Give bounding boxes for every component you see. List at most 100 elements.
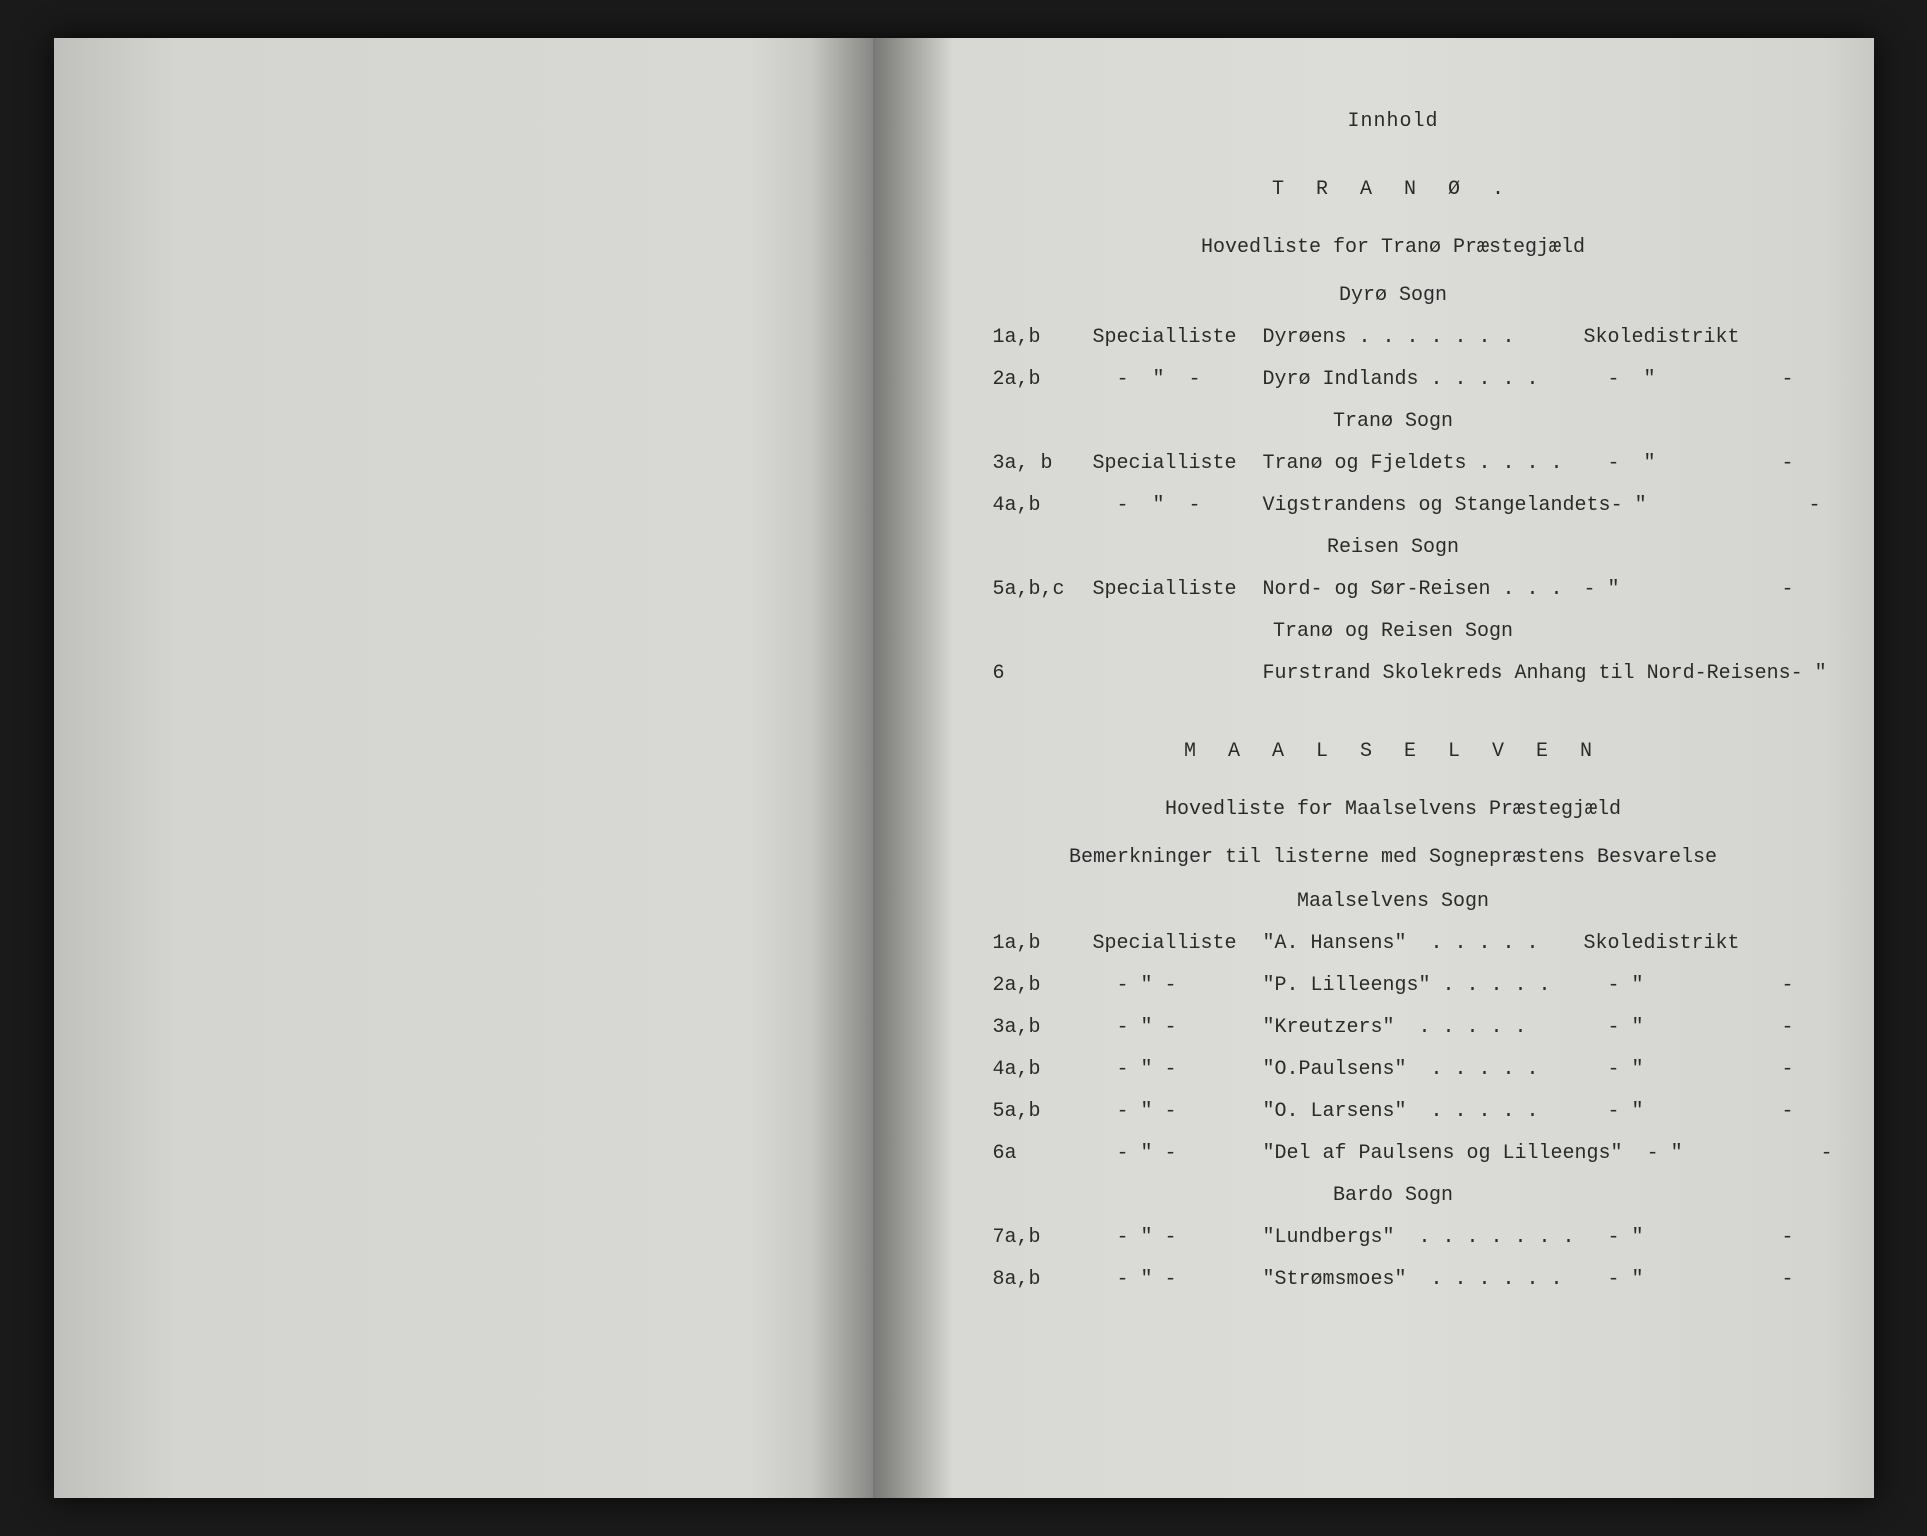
section-title: T R A N Ø . bbox=[993, 176, 1794, 204]
col-id: 7a,b bbox=[993, 1224, 1093, 1252]
left-page bbox=[54, 38, 873, 1498]
col-district: - " bbox=[1623, 1140, 1803, 1168]
col-desc: Dyrø Indlands . . . . . bbox=[1263, 366, 1584, 394]
col-type: - " - bbox=[1093, 1056, 1263, 1084]
col-id: 2a,b bbox=[993, 972, 1093, 1000]
page-content: Innhold T R A N Ø . Hovedliste for Tranø… bbox=[993, 108, 1794, 1308]
col-district: Skoledistrikt bbox=[1584, 930, 1764, 958]
group-heading: Bardo Sogn bbox=[993, 1182, 1794, 1210]
section2: M A A L S E L V E N Hovedliste for Maals… bbox=[993, 738, 1794, 1294]
col-type: - " - bbox=[1093, 972, 1263, 1000]
col-desc: "Kreutzers" . . . . . bbox=[1263, 1014, 1584, 1042]
col-desc: Dyrøens . . . . . . . bbox=[1263, 324, 1584, 352]
book-spread: Innhold T R A N Ø . Hovedliste for Tranø… bbox=[54, 38, 1874, 1498]
spine-shadow bbox=[873, 38, 953, 1498]
col-ditto: - bbox=[1764, 576, 1794, 604]
col-ditto: - bbox=[1803, 1140, 1833, 1168]
group-heading: Tranø og Reisen Sogn bbox=[993, 618, 1794, 646]
col-ditto: - bbox=[1791, 492, 1821, 520]
col-ditto: - bbox=[1764, 972, 1794, 1000]
col-type: - " - bbox=[1093, 1140, 1263, 1168]
col-desc: Tranø og Fjeldets . . . . bbox=[1263, 450, 1584, 478]
col-type: Specialliste bbox=[1093, 930, 1263, 958]
page-title: Innhold bbox=[993, 108, 1794, 136]
section-subtitle: Hovedliste for Maalselvens Præstegjæld bbox=[993, 796, 1794, 824]
col-district: - " bbox=[1584, 1098, 1764, 1126]
col-id: 4a,b bbox=[993, 1056, 1093, 1084]
col-district: Skoledistrikt bbox=[1584, 324, 1764, 352]
col-id: 6 bbox=[993, 660, 1093, 688]
col-desc: "Del af Paulsens og Lilleengs" bbox=[1263, 1140, 1623, 1168]
col-district: - " bbox=[1584, 366, 1764, 394]
col-desc: "P. Lilleengs" . . . . . bbox=[1263, 972, 1584, 1000]
list-item: 8a,b - " -"Strømsmoes" . . . . . . - "- bbox=[993, 1266, 1794, 1294]
col-desc: "A. Hansens" . . . . . bbox=[1263, 930, 1584, 958]
col-desc: "Lundbergs" . . . . . . . bbox=[1263, 1224, 1584, 1252]
col-district: - " bbox=[1791, 660, 1927, 688]
col-desc: "O. Larsens" . . . . . bbox=[1263, 1098, 1584, 1126]
col-type: Specialliste bbox=[1093, 450, 1263, 478]
list-item: 7a,b - " -"Lundbergs" . . . . . . . - "- bbox=[993, 1224, 1794, 1252]
col-type: - " - bbox=[1093, 1266, 1263, 1294]
col-id: 3a,b bbox=[993, 1014, 1093, 1042]
col-ditto bbox=[1764, 930, 1794, 958]
section-title: M A A L S E L V E N bbox=[993, 738, 1794, 766]
col-district: - " bbox=[1584, 450, 1764, 478]
col-type: - " - bbox=[1093, 1098, 1263, 1126]
list-item: 2a,b - " -"P. Lilleengs" . . . . . - "- bbox=[993, 972, 1794, 1000]
col-ditto: - bbox=[1764, 450, 1794, 478]
right-page: Innhold T R A N Ø . Hovedliste for Tranø… bbox=[873, 38, 1874, 1498]
col-district: - " bbox=[1584, 1014, 1764, 1042]
col-desc: Nord- og Sør-Reisen . . . bbox=[1263, 576, 1584, 604]
col-id: 1a,b bbox=[993, 324, 1093, 352]
col-type: Specialliste bbox=[1093, 576, 1263, 604]
col-district: - " bbox=[1584, 972, 1764, 1000]
col-id: 1a,b bbox=[993, 930, 1093, 958]
section1-body: Dyrø Sogn1a,bSpeciallisteDyrøens . . . .… bbox=[993, 282, 1794, 688]
list-item: 5a,b - " -"O. Larsens" . . . . . - "- bbox=[993, 1098, 1794, 1126]
col-id: 3a, b bbox=[993, 450, 1093, 478]
col-ditto: - bbox=[1764, 1056, 1794, 1084]
col-id: 5a,b,c bbox=[993, 576, 1093, 604]
group-heading: Dyrø Sogn bbox=[993, 282, 1794, 310]
col-desc: "Strømsmoes" . . . . . . bbox=[1263, 1266, 1584, 1294]
col-desc: Vigstrandens og Stangelandets bbox=[1263, 492, 1611, 520]
list-item: 6 Furstrand Skolekreds Anhang til Nord-Re… bbox=[993, 660, 1794, 688]
group-heading: Tranø Sogn bbox=[993, 408, 1794, 436]
section-note: Bemerkninger til listerne med Sognepræst… bbox=[993, 844, 1794, 872]
col-ditto: - bbox=[1764, 1224, 1794, 1252]
col-id: 5a,b bbox=[993, 1098, 1093, 1126]
col-district: - " bbox=[1584, 576, 1764, 604]
col-type: - " - bbox=[1093, 366, 1263, 394]
col-id: 2a,b bbox=[993, 366, 1093, 394]
col-ditto: - bbox=[1764, 1098, 1794, 1126]
col-type: - " - bbox=[1093, 1224, 1263, 1252]
col-type: - " - bbox=[1093, 492, 1263, 520]
col-ditto bbox=[1764, 324, 1794, 352]
group-heading: Reisen Sogn bbox=[993, 534, 1794, 562]
list-item: 5a,b,cSpeciallisteNord- og Sør-Reisen . … bbox=[993, 576, 1794, 604]
spine-shadow bbox=[811, 38, 871, 1498]
section-subtitle: Hovedliste for Tranø Præstegjæld bbox=[993, 234, 1794, 262]
list-item: 4a,b - " -"O.Paulsens" . . . . . - "- bbox=[993, 1056, 1794, 1084]
col-district: - " bbox=[1584, 1056, 1764, 1084]
group-heading: Maalselvens Sogn bbox=[993, 888, 1794, 916]
col-type: - " - bbox=[1093, 1014, 1263, 1042]
list-item: 4a,b - " -Vigstrandens og Stangelandets-… bbox=[993, 492, 1794, 520]
col-district: - " bbox=[1611, 492, 1791, 520]
list-item: 1a,bSpecialliste"A. Hansens" . . . . .Sk… bbox=[993, 930, 1794, 958]
list-item: 3a, bSpeciallisteTranø og Fjeldets . . .… bbox=[993, 450, 1794, 478]
col-type: Specialliste bbox=[1093, 324, 1263, 352]
col-ditto: - bbox=[1764, 366, 1794, 394]
col-desc: "O.Paulsens" . . . . . bbox=[1263, 1056, 1584, 1084]
col-district: - " bbox=[1584, 1224, 1764, 1252]
list-item: 6a - " -"Del af Paulsens og Lilleengs" -… bbox=[993, 1140, 1794, 1168]
list-item: 2a,b - " -Dyrø Indlands . . . . . - "- bbox=[993, 366, 1794, 394]
col-desc: Furstrand Skolekreds Anhang til Nord-Rei… bbox=[1263, 660, 1791, 688]
section2-body: Maalselvens Sogn 1a,bSpecialliste"A. Hans… bbox=[993, 888, 1794, 1294]
col-type bbox=[1093, 660, 1263, 688]
col-id: 6a bbox=[993, 1140, 1093, 1168]
col-ditto: - bbox=[1764, 1014, 1794, 1042]
col-district: - " bbox=[1584, 1266, 1764, 1294]
col-ditto: - bbox=[1764, 1266, 1794, 1294]
